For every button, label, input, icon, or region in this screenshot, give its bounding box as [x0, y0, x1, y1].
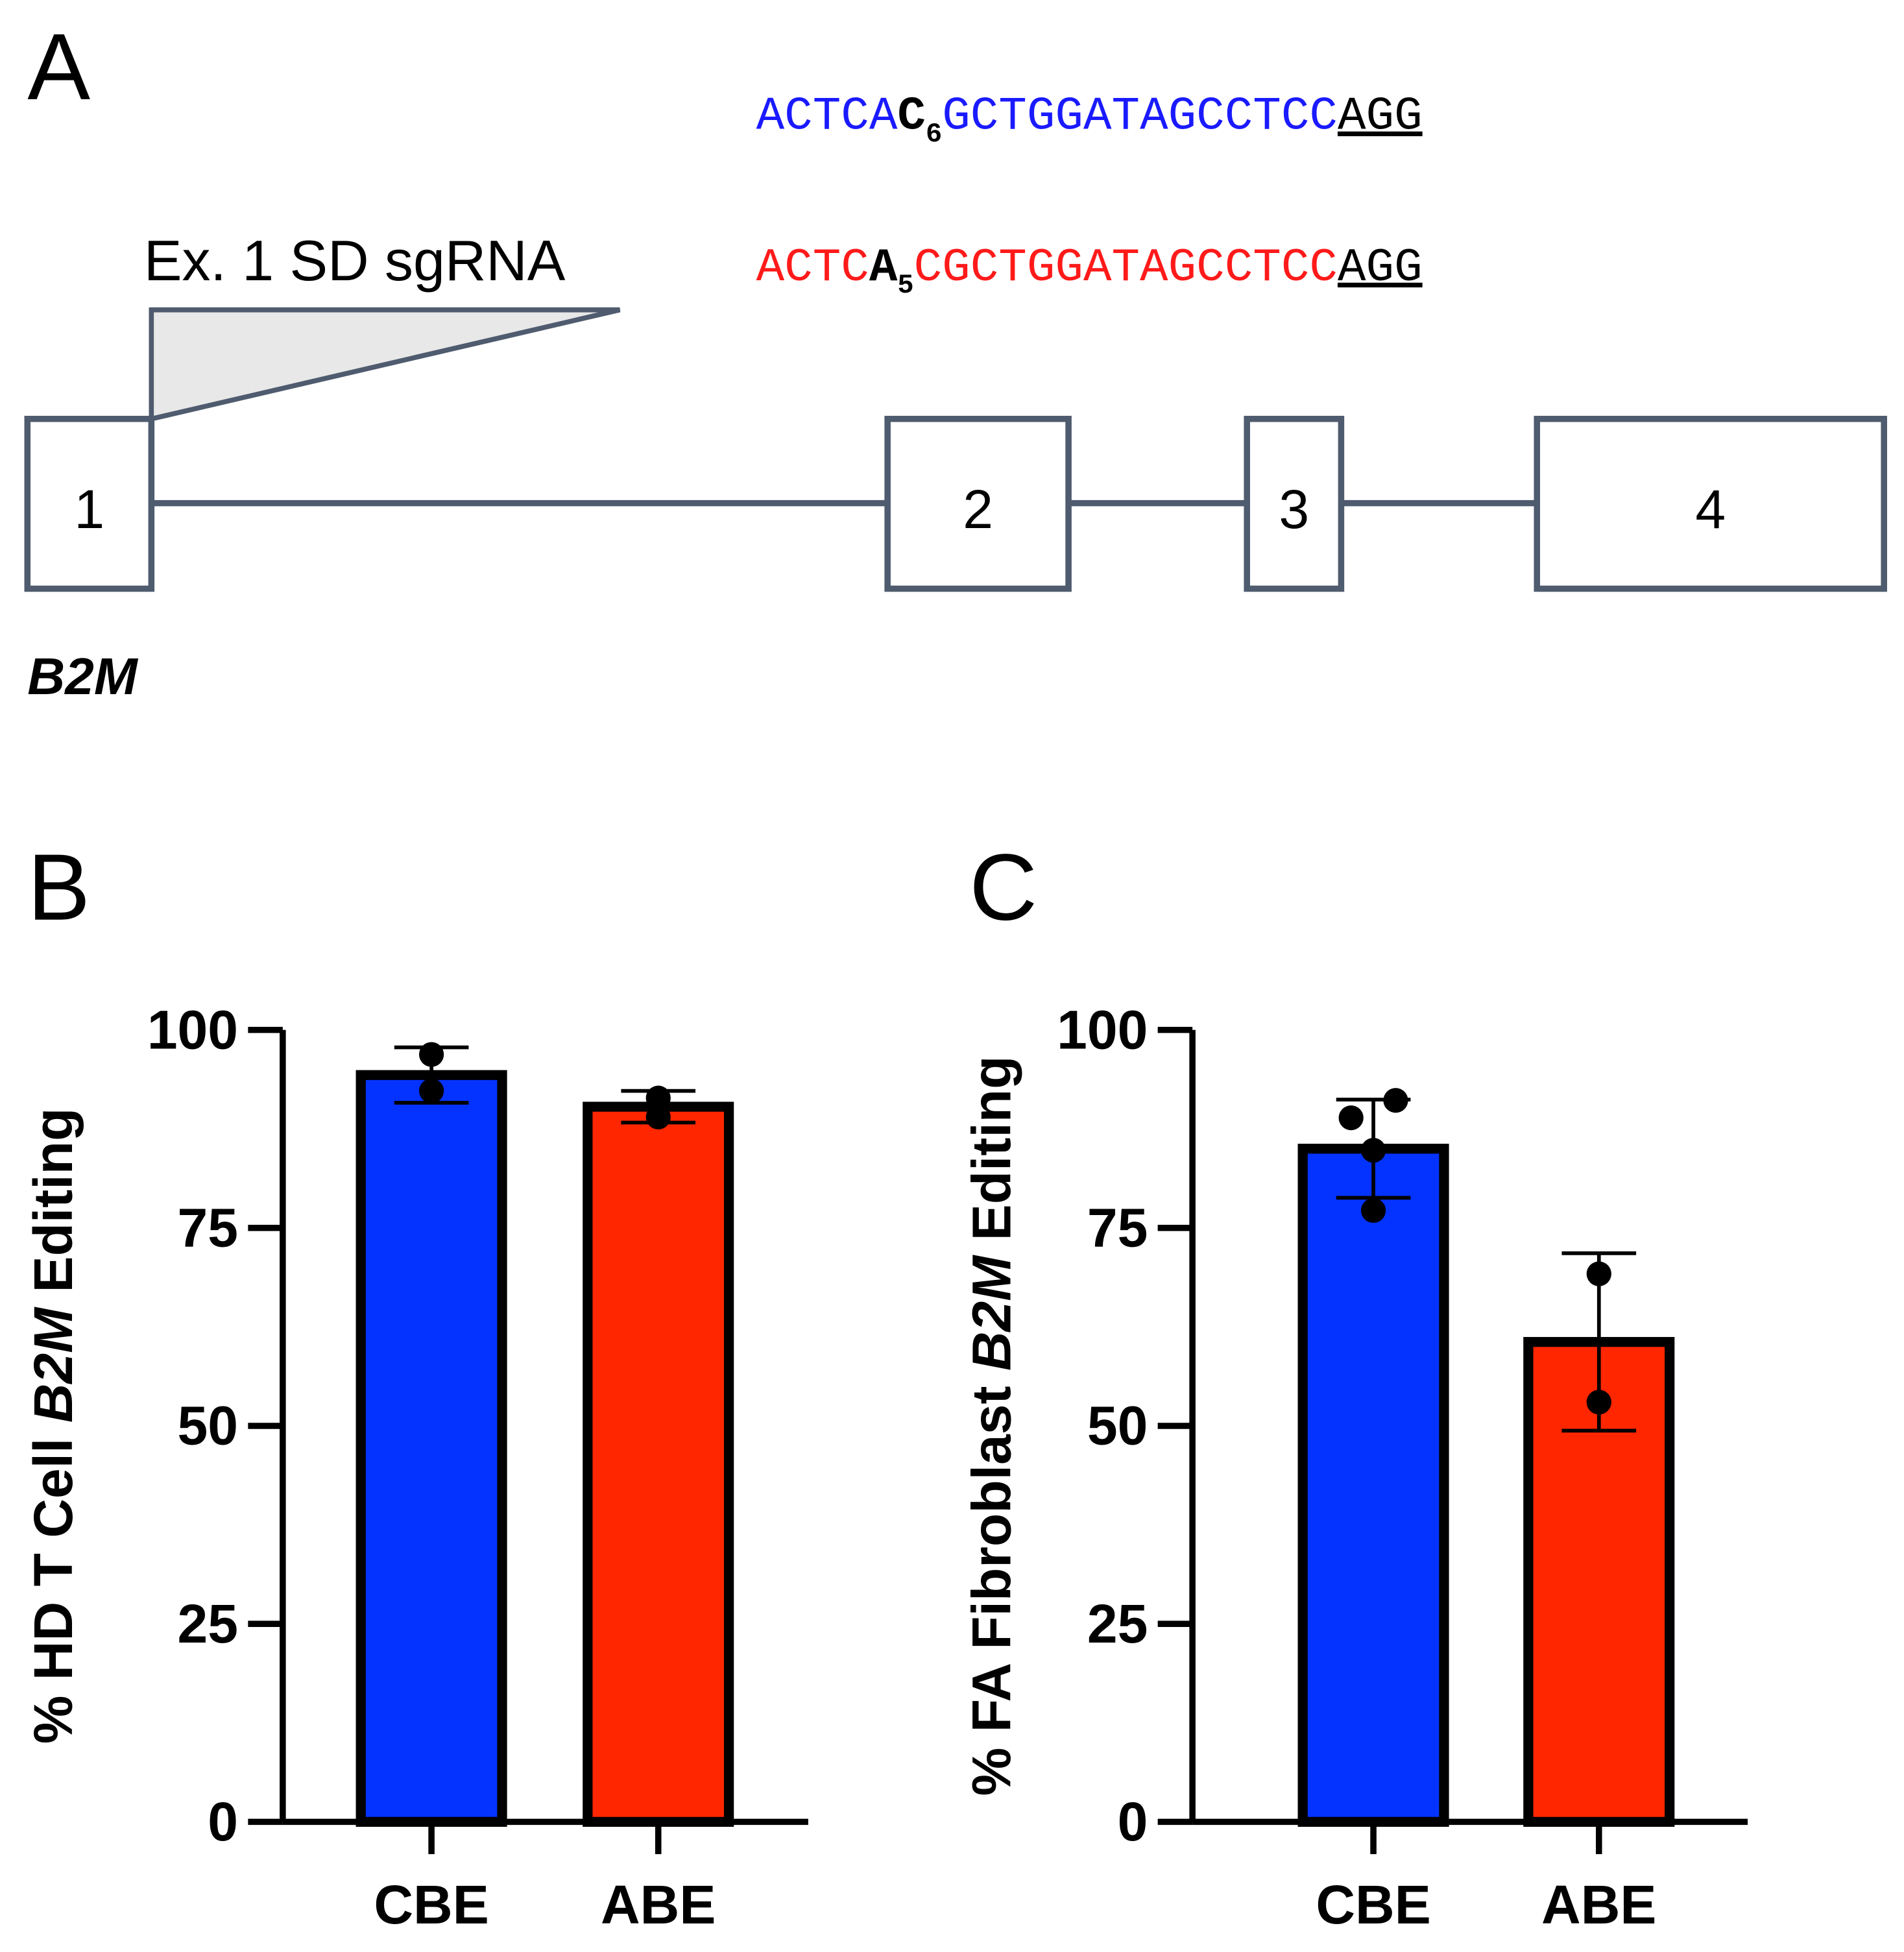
y-axis-label: % FA Fibroblast B2M Editing	[961, 1056, 1022, 1796]
y-tick-label: 100	[147, 999, 238, 1060]
bar	[1297, 1144, 1449, 1827]
seq-part: ACTCA	[756, 90, 898, 143]
panel-label: C	[969, 835, 1037, 940]
y-axis-label-part: Editing	[23, 1108, 84, 1308]
seq-part: GCTGGATAGCCTCC	[942, 90, 1338, 143]
data-point	[645, 1104, 671, 1129]
guide-wedge	[149, 307, 621, 422]
sequence: ACTCA5CGCTGGATAGCCTCCAGG	[756, 241, 1423, 301]
y-tick-label: 25	[178, 1593, 238, 1654]
data-point	[1360, 1198, 1386, 1223]
guide-label: Ex. 1 SD sgRNA	[144, 228, 566, 293]
y-axis-label-part: % FA Fibroblast	[961, 1371, 1022, 1796]
seq-base: C	[897, 90, 926, 143]
y-tick-label: 100	[1057, 999, 1148, 1060]
gene-label: B2M	[27, 647, 139, 706]
x-tick-label: ABE	[601, 1874, 716, 1935]
y-tick-label: 75	[1087, 1197, 1148, 1258]
panel-label: B	[27, 835, 90, 940]
y-axis-label-part: Editing	[961, 1056, 1022, 1256]
seq-pam: AGG	[1338, 241, 1423, 295]
exon	[1244, 415, 1345, 592]
exon	[24, 415, 155, 592]
sequence: ACTCAC6GCTGGATAGCCTCCAGG	[756, 90, 1423, 150]
data-point	[418, 1042, 444, 1067]
exon-label: 1	[74, 479, 104, 540]
data-point	[645, 1085, 671, 1111]
data-point	[1338, 1105, 1364, 1131]
y-tick-label: 75	[178, 1197, 238, 1258]
y-tick-label: 50	[1087, 1395, 1148, 1456]
data-point	[1586, 1390, 1611, 1415]
bar	[583, 1102, 734, 1827]
x-tick-label: ABE	[1541, 1874, 1656, 1935]
seq-sub: 6	[926, 119, 942, 150]
y-axis-label: % HD T Cell B2M Editing	[23, 1108, 84, 1744]
panel-label: A	[27, 14, 90, 119]
exon	[1534, 415, 1887, 592]
exon-label: 4	[1695, 479, 1726, 540]
seq-part: ACTC	[756, 241, 869, 295]
data-point	[1586, 1261, 1611, 1286]
data-point	[1360, 1138, 1386, 1163]
exon	[884, 415, 1072, 592]
y-tick-label: 0	[208, 1791, 238, 1852]
seq-base: A	[869, 241, 898, 295]
data-point	[418, 1078, 444, 1103]
seq-pam: AGG	[1338, 90, 1423, 143]
data-point	[1383, 1088, 1408, 1113]
y-axis-label-part: B2M	[23, 1307, 84, 1423]
seq-part: CGCTGGATAGCCTCC	[914, 241, 1338, 295]
x-tick-label: CBE	[1316, 1874, 1430, 1935]
y-axis-label-part: % HD T Cell	[23, 1423, 84, 1744]
x-tick-label: CBE	[374, 1874, 488, 1935]
y-axis-label-part: B2M	[961, 1255, 1022, 1371]
bar	[355, 1070, 507, 1827]
y-tick-label: 0	[1118, 1791, 1148, 1852]
exon-label: 3	[1279, 479, 1309, 540]
y-tick-label: 50	[178, 1395, 238, 1456]
exon-label: 2	[963, 479, 993, 540]
seq-sub: 5	[897, 270, 913, 301]
y-tick-label: 25	[1087, 1593, 1148, 1654]
